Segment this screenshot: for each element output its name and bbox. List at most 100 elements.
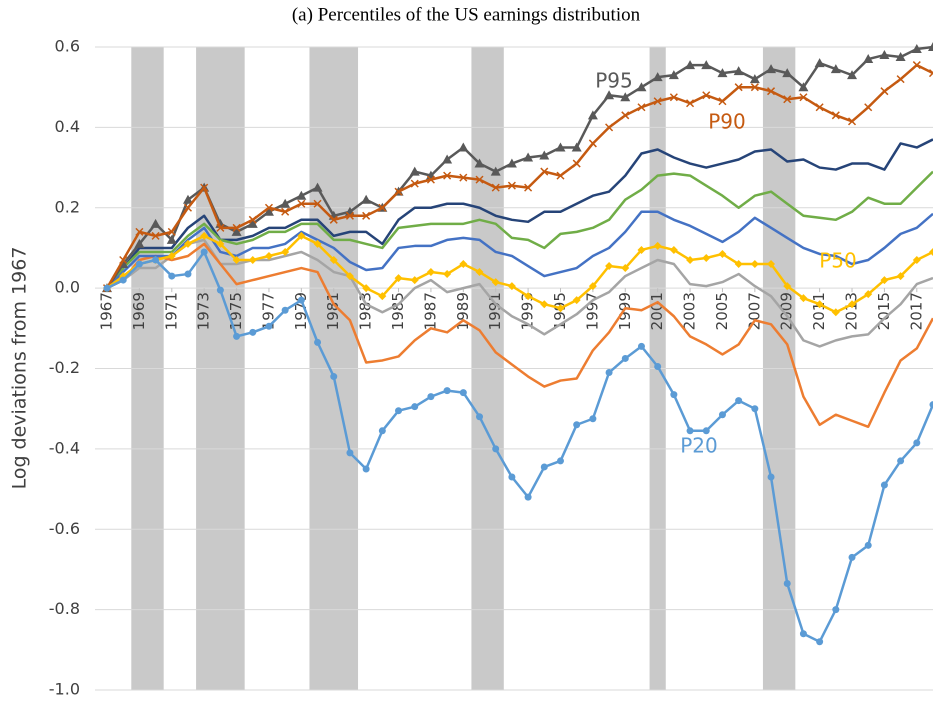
point	[395, 407, 403, 415]
point	[830, 64, 841, 74]
point	[329, 215, 338, 224]
point	[848, 300, 857, 309]
series-label: P20	[680, 434, 718, 458]
point	[604, 90, 615, 100]
point	[897, 457, 905, 465]
point	[928, 69, 933, 78]
point	[313, 239, 322, 248]
point	[880, 481, 888, 489]
point	[573, 421, 581, 429]
point	[410, 276, 419, 285]
point	[475, 175, 484, 184]
point	[718, 411, 726, 419]
point	[281, 247, 290, 256]
point	[621, 354, 629, 362]
point	[654, 362, 662, 370]
point	[345, 211, 354, 220]
point	[216, 239, 225, 248]
point	[200, 183, 209, 192]
point	[507, 282, 516, 291]
point	[459, 173, 468, 182]
point	[864, 541, 872, 549]
point	[490, 166, 501, 176]
point	[895, 52, 906, 62]
y-tick-label: -0.4	[49, 438, 80, 457]
x-tick-label: 1971	[162, 292, 180, 330]
point	[150, 218, 161, 228]
point	[702, 253, 711, 262]
point	[733, 66, 744, 76]
point	[476, 413, 484, 421]
point	[394, 274, 403, 283]
point	[621, 111, 630, 120]
x-tick-label: 1981	[324, 292, 342, 330]
x-tick-label: 2003	[681, 292, 699, 330]
point	[653, 97, 662, 106]
point	[751, 405, 759, 413]
point	[783, 580, 791, 588]
point	[814, 58, 825, 68]
point	[589, 415, 597, 423]
point	[621, 264, 630, 273]
point	[555, 142, 566, 152]
point	[103, 284, 111, 292]
series-line	[105, 45, 933, 289]
point	[701, 60, 712, 70]
point	[507, 181, 516, 190]
x-tick-label: 1989	[454, 292, 472, 330]
point	[605, 369, 613, 377]
x-tick-label: 2013	[843, 292, 861, 330]
point	[879, 50, 890, 60]
point	[265, 322, 273, 330]
point	[686, 99, 695, 108]
point	[929, 247, 933, 256]
point	[540, 463, 548, 471]
point	[296, 190, 307, 200]
point	[799, 630, 807, 638]
point	[378, 292, 387, 301]
point	[637, 342, 645, 350]
point	[848, 553, 856, 561]
point	[929, 401, 933, 409]
x-tick-label: 1975	[227, 292, 245, 330]
point	[329, 255, 338, 264]
point	[427, 393, 435, 401]
point	[297, 296, 305, 304]
y-tick-label: -1.0	[49, 680, 80, 699]
point	[702, 91, 711, 100]
point	[863, 54, 874, 64]
point	[264, 203, 273, 212]
point	[281, 306, 289, 314]
point	[523, 152, 534, 162]
point	[767, 260, 776, 269]
point	[362, 465, 370, 473]
point	[314, 338, 322, 346]
point	[588, 139, 597, 148]
point	[911, 44, 922, 54]
point	[297, 231, 306, 240]
point	[735, 397, 743, 405]
point	[718, 97, 727, 106]
x-tick-label: 1991	[486, 292, 504, 330]
point	[183, 203, 193, 212]
point	[378, 427, 386, 435]
point	[167, 227, 176, 236]
point	[491, 183, 500, 192]
point	[766, 64, 777, 74]
point	[330, 373, 338, 381]
point	[588, 282, 597, 291]
point	[913, 439, 921, 447]
point	[571, 142, 582, 152]
x-tick-label: 2005	[713, 292, 731, 330]
point	[864, 290, 873, 299]
point	[442, 154, 453, 164]
series-line	[106, 250, 933, 644]
point	[670, 391, 678, 399]
point	[248, 215, 257, 224]
point	[912, 255, 921, 264]
point	[831, 308, 840, 317]
point	[539, 150, 550, 160]
point	[232, 223, 241, 232]
y-tick-label: -0.2	[49, 358, 80, 377]
